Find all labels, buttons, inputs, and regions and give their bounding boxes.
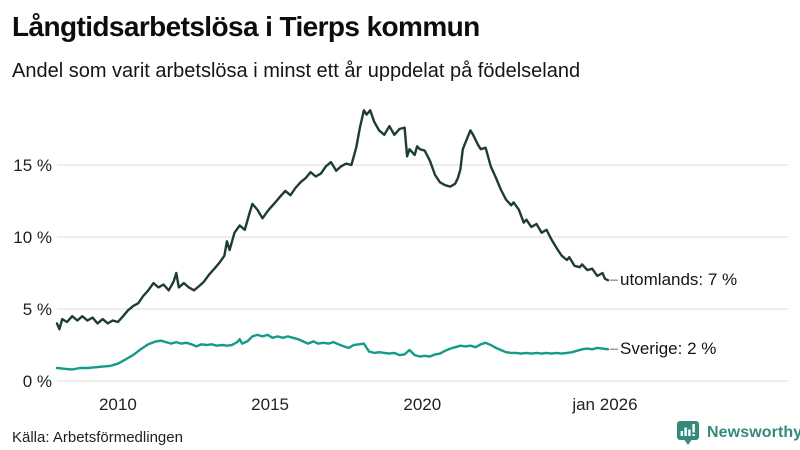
- x-tick-label: 2015: [251, 395, 289, 414]
- bar-1: [680, 431, 683, 436]
- series-end-label-utomlands: utomlands: 7 %: [620, 270, 738, 289]
- chart-title: Långtidsarbetslösa i Tierps kommun: [12, 11, 480, 42]
- newsworthy-logo: Newsworthy: [676, 420, 800, 446]
- bar-2: [684, 427, 687, 436]
- y-tick-label: 0 %: [23, 372, 52, 391]
- y-tick-label: 10 %: [13, 228, 52, 247]
- source-note: Källa: Arbetsförmedlingen: [12, 429, 183, 446]
- x-tick-label: jan 2026: [571, 395, 637, 414]
- newsworthy-wordmark: Newsworthy: [707, 424, 800, 441]
- series-line-utomlands: [55, 109, 610, 331]
- chart-subtitle: Andel som varit arbetslösa i minst ett å…: [12, 60, 581, 82]
- bar-3: [688, 429, 691, 436]
- x-tick-label: 2010: [99, 395, 137, 414]
- y-tick-label: 5 %: [23, 300, 52, 319]
- exclamation-bar: [692, 424, 695, 433]
- series-line-sverige: [55, 333, 610, 371]
- bubble-shape: [677, 421, 699, 445]
- series-end-label-sverige: Sverige: 2 %: [620, 339, 717, 358]
- exclamation-dot: [692, 434, 695, 436]
- y-tick-label: 15 %: [13, 156, 52, 175]
- newsworthy-bubble-chart-icon: [677, 421, 699, 445]
- x-tick-label: 2020: [403, 395, 441, 414]
